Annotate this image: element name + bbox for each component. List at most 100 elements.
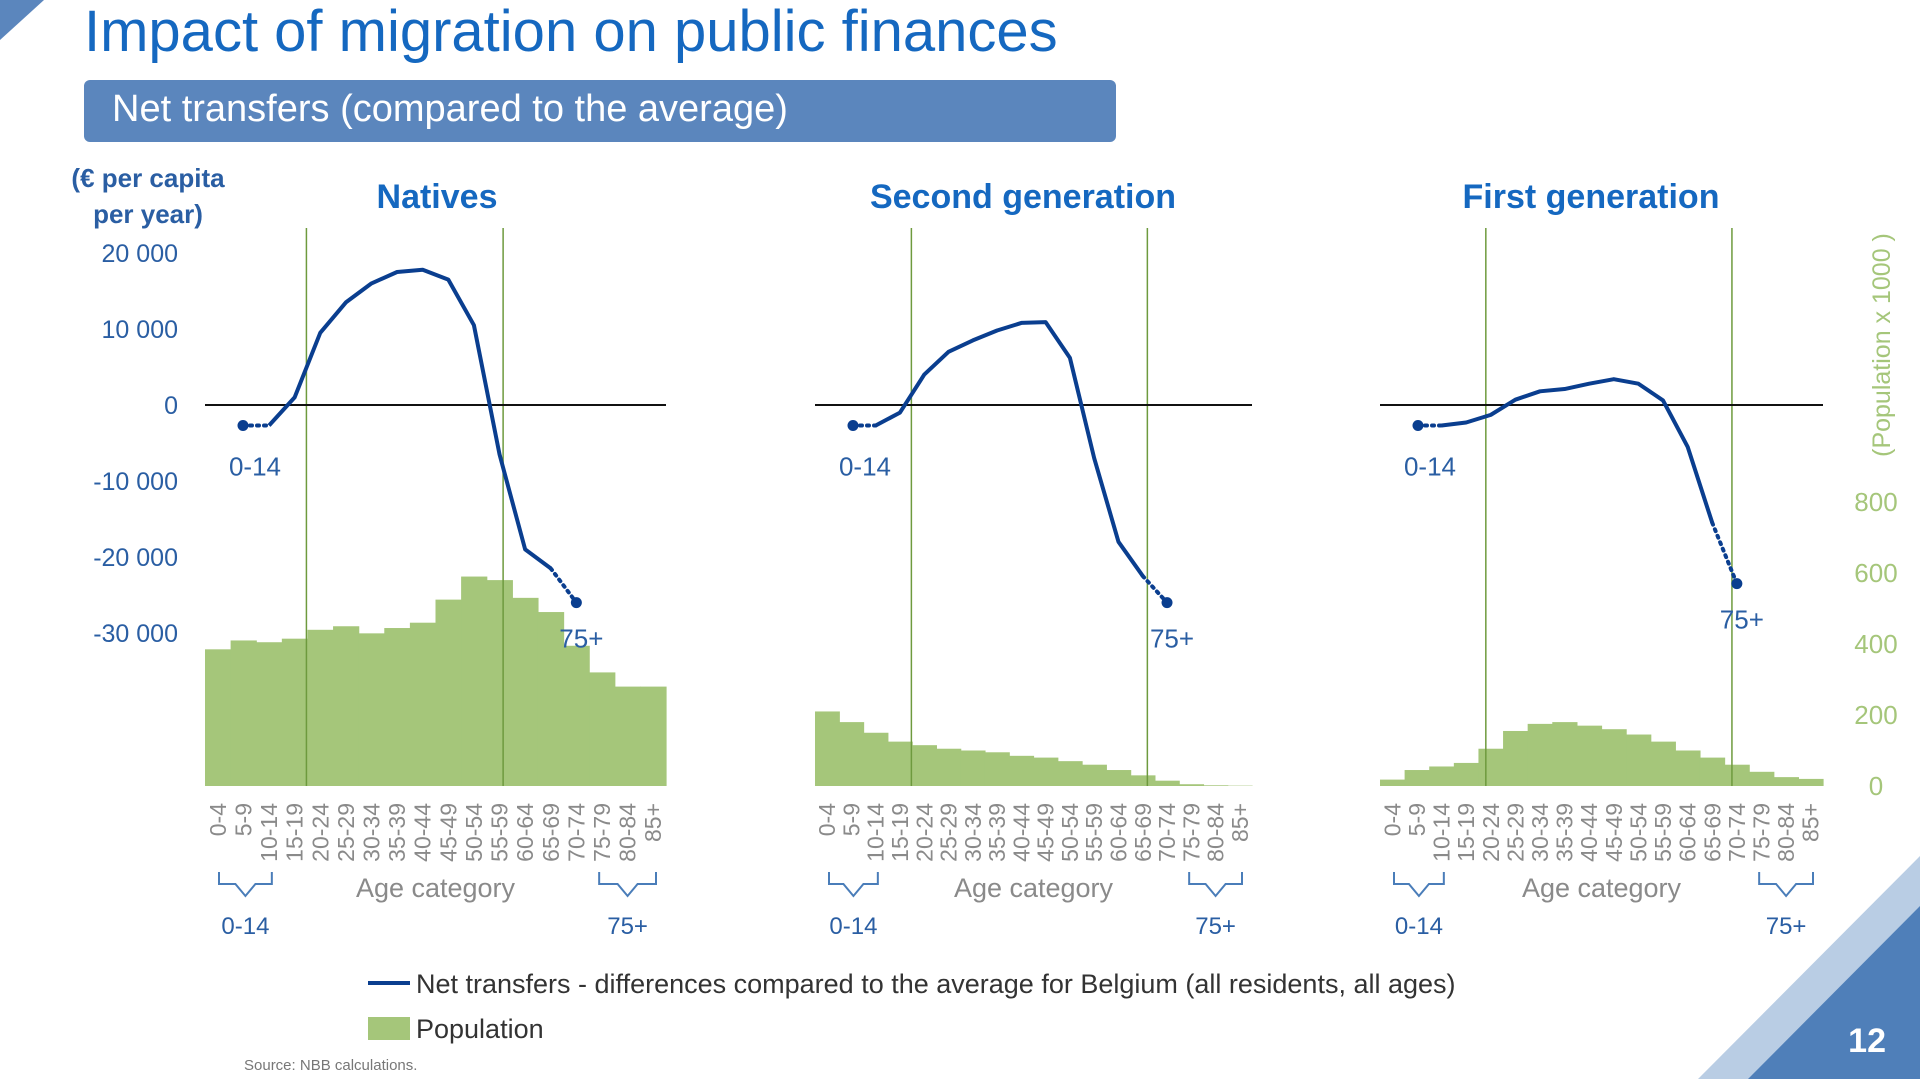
age-category-tick: 65-69 [1130, 803, 1156, 862]
population-bar [512, 597, 539, 786]
age-category-tick: 85+ [1227, 803, 1253, 842]
population-bar [307, 629, 334, 786]
corner-accent-bottom-right [1748, 906, 1920, 1079]
population-bar [640, 686, 667, 786]
right-axis-label: (Population x 1000 ) [1868, 233, 1896, 457]
line-end-label: 75+ [1720, 605, 1764, 635]
age-category-tick: 60-64 [512, 803, 538, 862]
group-75-plus-bracket-label: 75+ [1766, 913, 1807, 940]
net-transfers-start-marker [237, 420, 249, 432]
left-axis-label: per year) [93, 199, 203, 229]
population-bar [358, 633, 385, 786]
age-category-tick: 40-44 [1576, 803, 1602, 862]
population-bar [1057, 761, 1083, 786]
age-category-tick: 55-59 [487, 803, 513, 862]
population-bar [1453, 762, 1480, 786]
right-axis-tick: 600 [1854, 558, 1897, 588]
age-category-tick: 15-19 [282, 803, 308, 862]
net-transfers-dotted-end [1140, 574, 1170, 605]
population-bar [815, 711, 840, 786]
legend-bar-swatch [368, 1017, 410, 1040]
population-bar [912, 745, 937, 786]
population-bar [1503, 730, 1529, 786]
population-bar [563, 645, 590, 786]
left-axis-tick: -10 000 [93, 468, 178, 496]
age-category-tick: 80-84 [1203, 803, 1229, 862]
age-category-tick: 65-69 [1699, 803, 1725, 862]
net-transfers-dotted-end [1710, 520, 1739, 586]
age-category-tick: 65-69 [538, 803, 564, 862]
population-bar [1601, 729, 1627, 786]
net-transfers-line [1441, 377, 1715, 524]
age-category-tick: 70-74 [1154, 803, 1180, 862]
right-axis-tick: 200 [1854, 700, 1897, 730]
age-category-tick: 80-84 [615, 803, 641, 862]
age-category-tick: 15-19 [887, 803, 913, 862]
population-bar [230, 640, 257, 786]
right-axis-tick: 800 [1854, 487, 1897, 517]
net-transfers-line [874, 320, 1145, 578]
age-category-tick: 20-24 [307, 803, 333, 862]
population-bar [1033, 757, 1059, 786]
age-category-tick: 5-9 [230, 803, 256, 836]
population-bar [1626, 734, 1652, 786]
age-category-tick: 5-9 [1404, 803, 1430, 836]
group-0-14-bracket [828, 872, 879, 898]
age-category-tick: 20-24 [1478, 803, 1504, 862]
population-bar [614, 686, 641, 786]
age-category-tick: 75-79 [1178, 803, 1204, 862]
left-axis-tick: 0 [164, 392, 178, 420]
age-category-tick: 10-14 [1429, 803, 1455, 862]
line-end-label: 75+ [559, 624, 603, 654]
population-bar [205, 649, 232, 786]
population-bar [1478, 748, 1504, 786]
population-bar [537, 612, 565, 786]
population-bar [1773, 777, 1799, 786]
age-category-tick: 70-74 [563, 803, 589, 862]
net-transfers-line [267, 267, 552, 571]
age-category-tick: 25-29 [1502, 803, 1528, 862]
population-bar [1404, 770, 1430, 786]
age-category-tick: 50-54 [1625, 803, 1651, 862]
population-bar [1675, 750, 1701, 786]
population-bar [589, 672, 616, 786]
population-bar [435, 599, 462, 786]
left-axis-tick: 10 000 [102, 316, 178, 344]
net-transfers-end-marker [1731, 578, 1743, 590]
group-0-14-bracket-label: 0-14 [1395, 913, 1443, 940]
population-bar [1650, 741, 1676, 786]
age-category-tick: 75-79 [589, 803, 615, 862]
x-axis-label: Age category [954, 873, 1114, 903]
line-end-label: 75+ [1150, 624, 1194, 654]
net-transfers-end-marker [570, 597, 582, 609]
left-axis-tick: -30 000 [93, 620, 178, 648]
population-bar [486, 580, 513, 786]
age-category-tick: 55-59 [1650, 803, 1676, 862]
age-category-tick: 10-14 [256, 803, 282, 862]
legend-bar-label: Population [416, 1014, 544, 1044]
x-axis-label: Age category [1522, 873, 1682, 903]
population-bar [1154, 780, 1180, 786]
age-category-tick: 55-59 [1081, 803, 1107, 862]
page-number: 12 [1848, 1022, 1886, 1060]
population-bar [936, 748, 962, 786]
population-bar [1203, 785, 1229, 786]
age-category-tick: 15-19 [1453, 803, 1479, 862]
population-bar [1429, 766, 1455, 786]
population-bar [839, 722, 865, 786]
population-bar [333, 626, 360, 786]
age-category-tick: 85+ [1798, 803, 1824, 842]
population-bar [461, 576, 488, 786]
panel-1: Second generation 0-14 75+ 0-45-910-1415-19… [814, 178, 1253, 940]
population-bar [384, 628, 411, 786]
population-bar [409, 622, 437, 786]
age-category-tick: 50-54 [461, 803, 487, 862]
population-bar [1106, 770, 1132, 786]
net-transfers-start-marker [847, 420, 859, 432]
age-category-tick: 45-49 [1601, 803, 1627, 862]
net-transfers-end-marker [1161, 597, 1173, 609]
population-bar [984, 752, 1010, 786]
age-category-tick: 0-4 [205, 803, 231, 836]
